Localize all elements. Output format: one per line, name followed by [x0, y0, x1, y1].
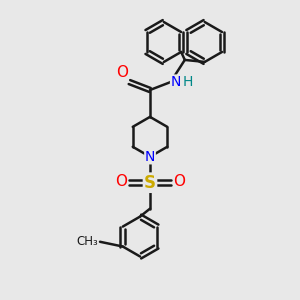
- Text: N: N: [145, 150, 155, 164]
- Text: O: O: [173, 174, 185, 189]
- Text: N: N: [171, 75, 181, 89]
- Text: H: H: [183, 75, 193, 89]
- Text: O: O: [116, 65, 128, 80]
- Text: O: O: [115, 174, 127, 189]
- Text: CH₃: CH₃: [76, 235, 98, 248]
- Text: S: S: [144, 174, 156, 192]
